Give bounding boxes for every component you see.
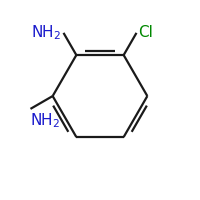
Text: NH$_2$: NH$_2$ [30, 111, 61, 130]
Text: Cl: Cl [138, 25, 153, 40]
Text: NH$_2$: NH$_2$ [31, 24, 62, 42]
